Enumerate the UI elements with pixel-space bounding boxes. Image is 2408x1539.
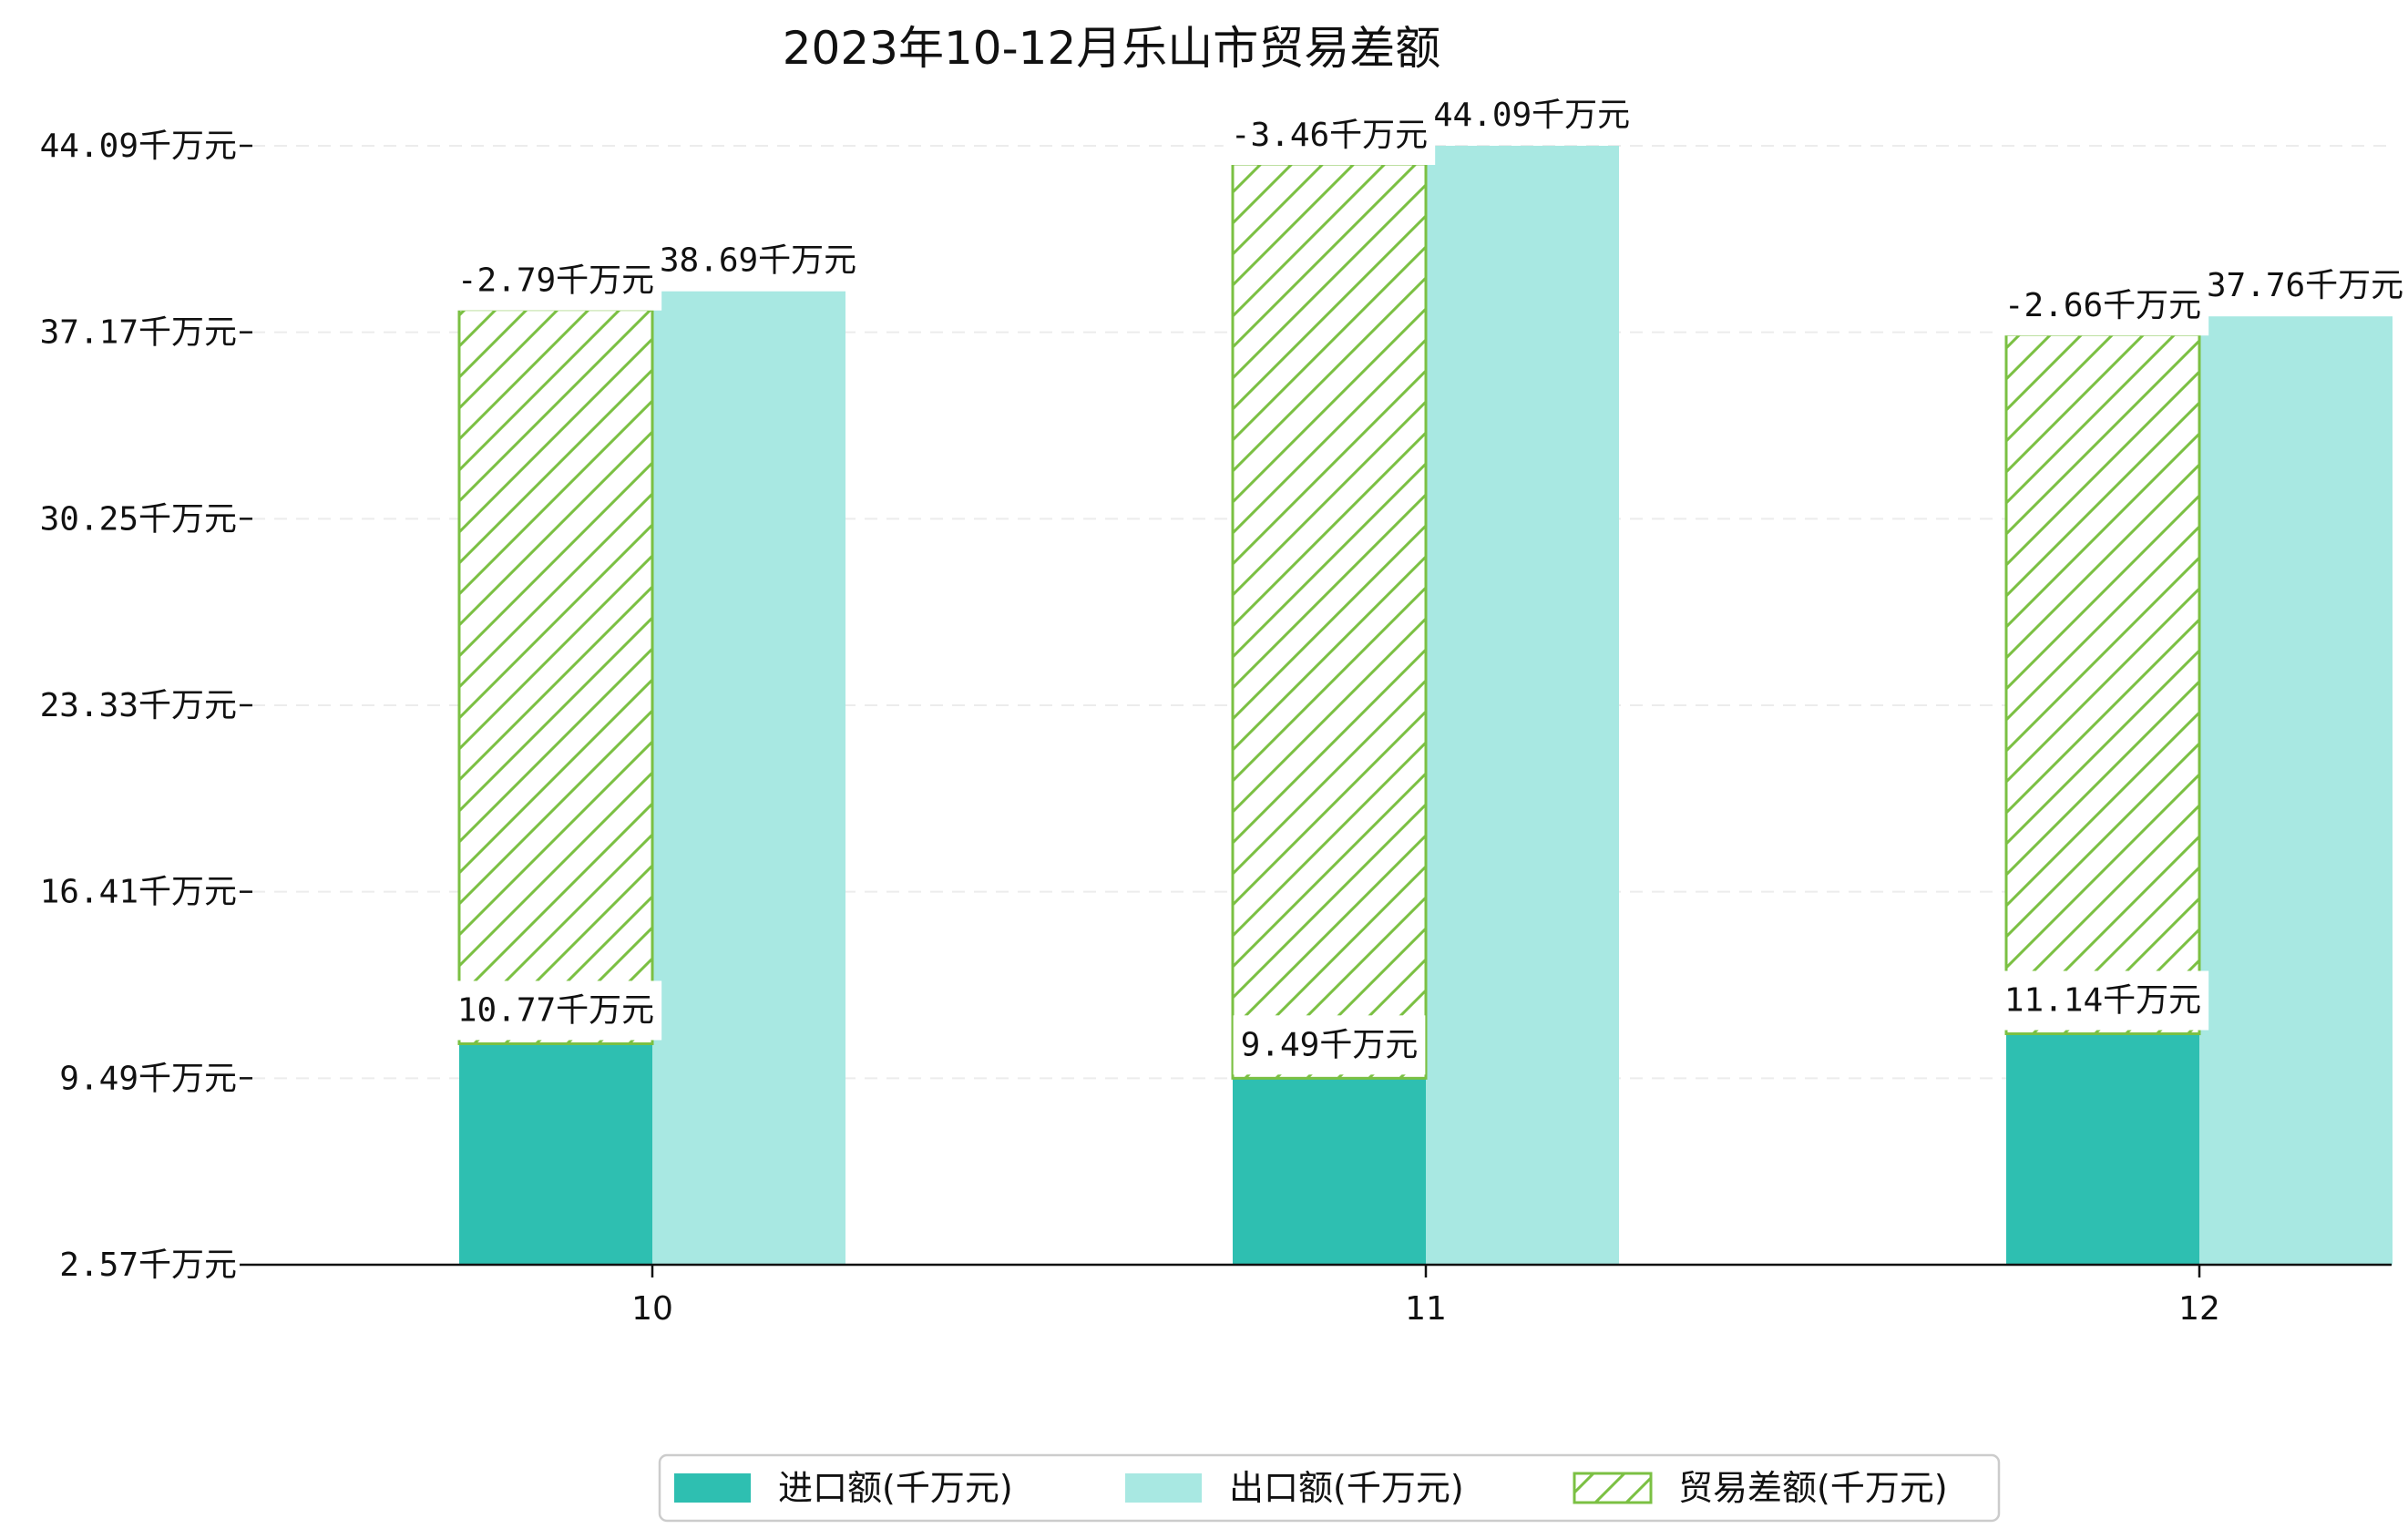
export-bar	[1426, 146, 1619, 1265]
y-tick-label: 44.09千万元	[40, 128, 237, 165]
legend-label-1: 出口额(千万元)	[1229, 1468, 1464, 1508]
legend: 进口额(千万元) 出口额(千万元) 贸易差额(千万元)	[658, 1453, 2001, 1523]
y-tick-label: 16.41千万元	[40, 874, 237, 911]
bars-layer	[457, 146, 2393, 1266]
balance-data-label: -2.79千万元	[457, 262, 654, 300]
import-data-label-bg	[1996, 970, 2209, 1031]
balance-bar	[457, 308, 654, 1045]
legend-label-2: 贸易差额(千万元)	[1678, 1468, 1948, 1508]
y-tick-label: 2.57千万元	[59, 1247, 237, 1284]
export-data-label: 38.69千万元	[660, 242, 856, 280]
y-tick-label: 30.25千万元	[40, 500, 237, 538]
export-data-label: 44.09千万元	[1433, 97, 1630, 134]
balance-bar	[1231, 162, 1428, 1080]
import-data-label: 10.77千万元	[457, 991, 654, 1029]
y-tick-label: 23.33千万元	[40, 687, 237, 724]
axes-layer: 2.57千万元 9.49千万元 16.41千万元 23.33千万元 30.25千万元 37…	[40, 128, 2392, 1328]
import-bar	[459, 1043, 652, 1265]
balance-bar	[2004, 333, 2201, 1036]
x-tick-label: 10	[631, 1290, 673, 1328]
import-bar	[1233, 1078, 1426, 1265]
labels-layer: 38.69千万元-2.79千万元 10.77千万元 44.09千万元-3.46千万元…	[449, 86, 2408, 1075]
export-bar	[652, 291, 845, 1266]
legend-box	[658, 1453, 2001, 1523]
y-tick-label: 9.49千万元	[59, 1060, 237, 1097]
legend-swatch-1	[1125, 1473, 1202, 1503]
x-tick-label: 11	[1405, 1290, 1447, 1328]
import-bar	[2006, 1033, 2199, 1265]
chart-title: 2023年10-12月乐山市贸易差额	[783, 22, 1441, 75]
legend-swatch-2	[1573, 1472, 1653, 1504]
import-data-label-bg	[1233, 1015, 1426, 1075]
import-data-label-bg	[449, 980, 662, 1041]
balance-data-label: -2.66千万元	[2004, 287, 2201, 324]
export-data-label-bg	[1425, 86, 1638, 145]
import-data-label: 11.14千万元	[2004, 982, 2201, 1020]
import-data-label: 9.49千万元	[1241, 1026, 1419, 1063]
export-data-label: 37.76千万元	[2207, 267, 2403, 304]
legend-label-0: 进口额(千万元)	[778, 1468, 1013, 1508]
balance-data-label-bg	[1996, 276, 2209, 336]
export-data-label-bg	[2198, 256, 2408, 316]
export-bar	[2199, 316, 2393, 1265]
x-tick-label: 12	[2178, 1290, 2220, 1328]
balance-data-label-bg	[449, 251, 662, 311]
export-data-label-bg	[651, 231, 865, 291]
y-tick-label: 37.17千万元	[40, 314, 237, 352]
balance-data-label-bg	[1223, 106, 1436, 165]
legend-swatch-0	[674, 1473, 751, 1503]
balance-data-label: -3.46千万元	[1231, 117, 1428, 154]
